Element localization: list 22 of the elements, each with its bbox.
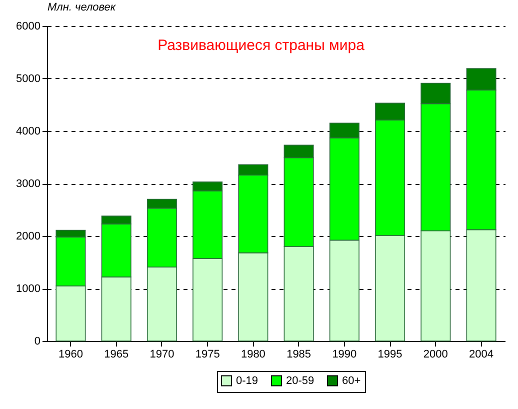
legend-label: 0-19 [236,374,258,387]
legend-label: 20-59 [286,374,314,387]
x-tick-label: 1970 [150,348,174,360]
x-tick-label: 2000 [423,348,448,360]
y-tick-label: 2000 [16,230,40,242]
text: Развивающиеся страны мира [158,37,366,54]
x-tick-label: 1965 [104,348,129,360]
y-tick-label: 3000 [16,178,40,190]
y-tick-label: 1000 [16,283,40,295]
y-tick-label: 6000 [16,20,40,32]
y-tick-label: 4000 [16,126,40,138]
x-tick-label: 1960 [58,348,83,360]
x-tick-label: 1995 [378,348,402,360]
y-tick-label: 0 [34,336,40,348]
x-tick-label: 1990 [332,348,357,360]
x-tick-label: 1975 [195,348,220,360]
legend-label: 60+ [342,374,361,387]
x-tick-label: 1980 [240,348,266,360]
x-tick-label: 2004 [469,348,494,360]
x-tick-label: 1985 [286,348,312,360]
y-tick-label: 5000 [16,73,40,85]
y-axis-title: Млн. человек [48,2,116,14]
